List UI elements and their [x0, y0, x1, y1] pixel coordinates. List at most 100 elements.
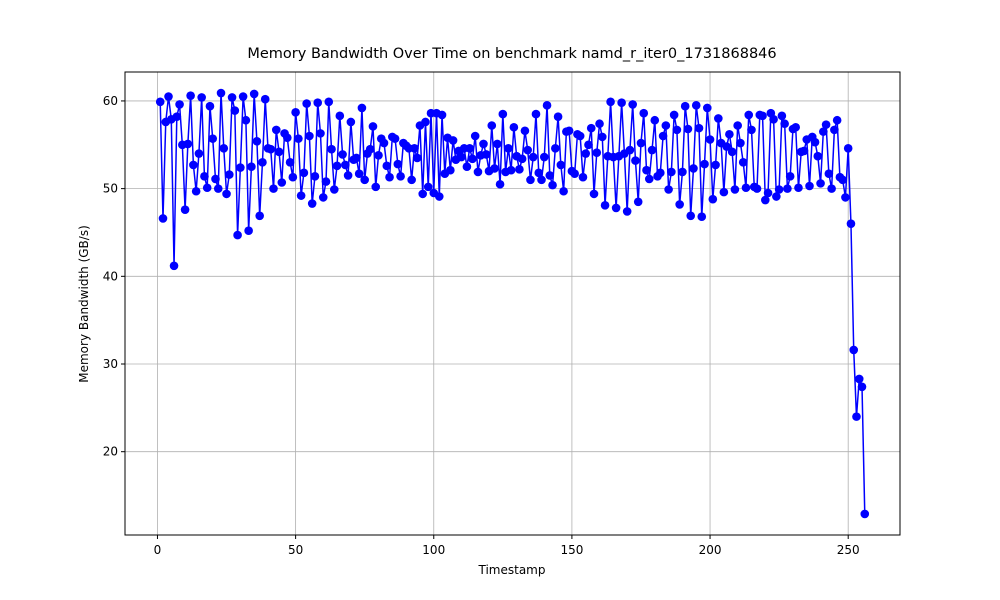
- point: [423, 182, 433, 192]
- point: [553, 112, 563, 122]
- x-tick-label: 100: [422, 543, 445, 557]
- point: [236, 163, 245, 172]
- point: [656, 168, 665, 178]
- x-tick-label: 150: [560, 543, 583, 557]
- point: [581, 149, 591, 158]
- point: [785, 172, 795, 181]
- point: [672, 125, 682, 135]
- point: [639, 108, 649, 118]
- point: [341, 160, 350, 170]
- point: [747, 125, 756, 135]
- point: [667, 167, 676, 177]
- point: [374, 151, 383, 160]
- point: [860, 509, 870, 519]
- point: [691, 101, 701, 110]
- point: [733, 121, 742, 130]
- point: [849, 345, 859, 355]
- point: [490, 164, 499, 173]
- point: [313, 98, 323, 107]
- point: [310, 172, 320, 181]
- point: [852, 412, 861, 421]
- point: [548, 180, 557, 190]
- point: [316, 129, 325, 138]
- y-tick-label: 60: [103, 94, 118, 108]
- y-tick-label: 20: [103, 445, 118, 459]
- point: [462, 162, 472, 172]
- point: [644, 174, 654, 184]
- point: [437, 110, 447, 120]
- point: [523, 145, 532, 155]
- point: [537, 175, 546, 185]
- point: [531, 109, 541, 119]
- point: [412, 153, 422, 163]
- point: [680, 101, 690, 111]
- point: [727, 147, 737, 157]
- point: [542, 101, 552, 110]
- point: [819, 127, 828, 136]
- point: [528, 152, 538, 162]
- point: [183, 139, 193, 149]
- point: [824, 169, 834, 179]
- point: [258, 158, 267, 167]
- point: [498, 109, 508, 119]
- y-tick-label: 30: [103, 357, 118, 371]
- point: [338, 150, 347, 159]
- point: [468, 154, 477, 164]
- point: [617, 98, 626, 107]
- point: [730, 185, 740, 194]
- point: [509, 122, 519, 132]
- point: [470, 131, 480, 141]
- point: [584, 140, 593, 150]
- point: [559, 186, 568, 196]
- point: [252, 136, 262, 146]
- point: [213, 184, 223, 193]
- point: [504, 143, 513, 153]
- point: [283, 133, 292, 143]
- point: [722, 142, 731, 151]
- point: [556, 160, 566, 170]
- point: [200, 172, 209, 181]
- point: [589, 189, 599, 199]
- point: [216, 88, 226, 98]
- point: [772, 192, 781, 201]
- point: [172, 112, 182, 122]
- point: [385, 172, 394, 182]
- point: [741, 183, 751, 193]
- point: [360, 175, 369, 185]
- point: [658, 131, 668, 141]
- point: [520, 126, 530, 136]
- point: [830, 125, 839, 135]
- plot-area: [155, 88, 870, 519]
- point: [219, 143, 229, 153]
- point: [368, 122, 378, 131]
- point: [783, 184, 792, 193]
- point: [277, 178, 287, 187]
- point: [810, 137, 820, 147]
- point: [288, 172, 298, 182]
- point: [700, 159, 709, 169]
- point: [249, 89, 259, 99]
- point: [305, 131, 314, 141]
- point: [479, 139, 488, 149]
- point: [205, 101, 215, 111]
- point: [407, 175, 416, 185]
- point: [600, 200, 610, 210]
- point: [285, 158, 295, 167]
- point: [647, 145, 657, 155]
- point: [396, 172, 405, 181]
- point: [421, 117, 430, 127]
- point: [534, 168, 544, 178]
- point: [233, 230, 242, 240]
- point: [473, 167, 483, 177]
- point: [227, 93, 237, 102]
- point: [357, 103, 367, 113]
- point: [664, 185, 673, 194]
- point: [180, 205, 190, 214]
- point: [255, 211, 264, 221]
- point: [708, 194, 718, 204]
- point: [189, 160, 198, 170]
- point: [321, 177, 331, 186]
- point: [230, 106, 240, 115]
- point: [238, 92, 248, 101]
